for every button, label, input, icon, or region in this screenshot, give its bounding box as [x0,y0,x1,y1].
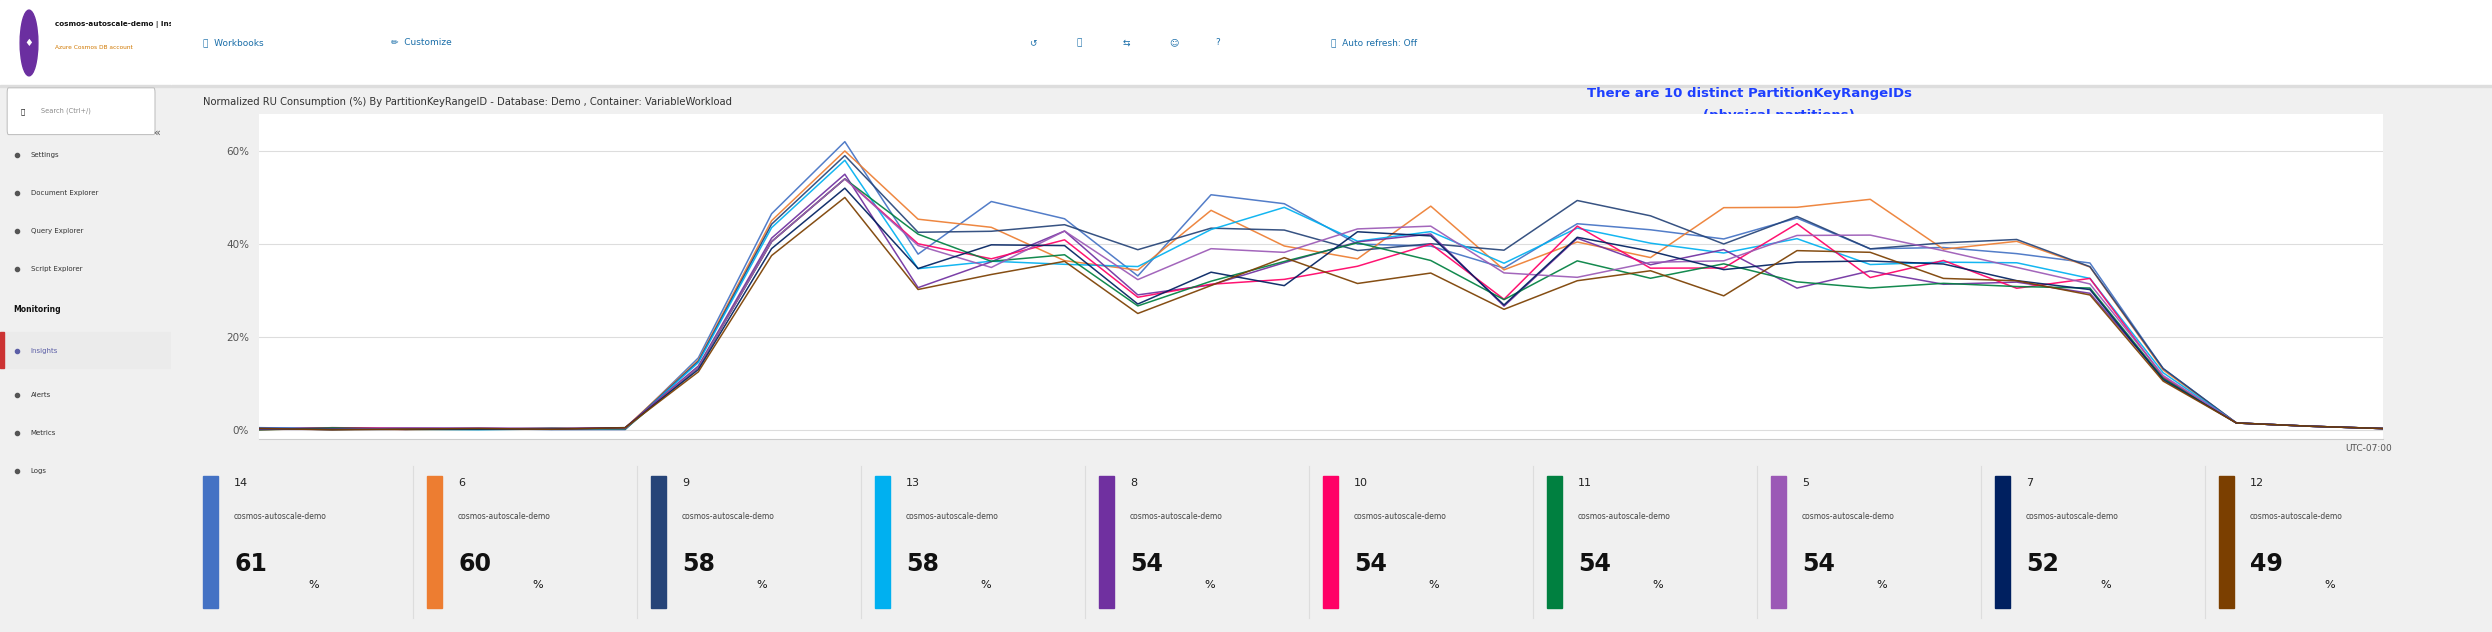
Text: Document Explorer: Document Explorer [30,190,97,196]
Text: 58: 58 [683,552,715,576]
Text: 14: 14 [234,478,249,488]
Text: %: % [755,580,768,590]
Text: UTC-07:00: UTC-07:00 [2345,444,2392,453]
Text: %: % [1204,580,1214,590]
Text: 61: 61 [234,552,267,576]
Text: cosmos-autoscale-demo: cosmos-autoscale-demo [2250,512,2342,521]
Bar [0,332,169,368]
Text: ?: ? [1216,39,1221,47]
Text: ✏  Customize: ✏ Customize [391,39,451,47]
Bar [0,332,5,368]
Bar [169,85,2492,87]
Bar [2218,476,2235,609]
Text: cosmos-autoscale-demo: cosmos-autoscale-demo [234,512,326,521]
Text: cosmos-autoscale-demo: cosmos-autoscale-demo [459,512,551,521]
Text: Metrics: Metrics [30,430,57,436]
Bar [202,476,219,609]
Bar [1994,476,2011,609]
Bar [1099,476,1114,609]
Text: 54: 54 [1353,552,1388,576]
Text: 🔔: 🔔 [1077,39,1082,47]
Text: Normalized RU Consumption (%) By PartitionKeyRangeID - Database: Demo , Containe: Normalized RU Consumption (%) By Partiti… [204,97,733,107]
Bar [0,85,169,87]
FancyBboxPatch shape [7,88,155,135]
Bar [1772,476,1787,609]
Bar [0,0,169,85]
Bar [1548,476,1562,609]
Bar [169,0,2492,85]
Text: ♦: ♦ [25,38,32,48]
Text: Azure Cosmos DB account: Azure Cosmos DB account [55,45,132,50]
Text: ⏱  Auto refresh: Off: ⏱ Auto refresh: Off [1331,39,1418,47]
Text: %: % [309,580,319,590]
Text: 12: 12 [2250,478,2265,488]
Text: Alerts: Alerts [30,392,50,398]
Text: cosmos-autoscale-demo: cosmos-autoscale-demo [907,512,999,521]
Text: Logs: Logs [30,468,47,474]
Text: Query Explorer: Query Explorer [30,228,82,234]
Text: 📒  Workbooks: 📒 Workbooks [204,39,264,47]
Text: 13: 13 [907,478,920,488]
Text: ☺: ☺ [1169,39,1179,47]
Text: cosmos-autoscale-demo: cosmos-autoscale-demo [2026,512,2118,521]
Text: (physical partitions): (physical partitions) [1702,109,1854,121]
Text: %: % [2325,580,2335,590]
Text: cosmos-autoscale-demo | Insights: cosmos-autoscale-demo | Insights [55,20,194,28]
Text: 60: 60 [459,552,491,576]
Text: Monitoring: Monitoring [12,305,62,314]
Text: 52: 52 [2026,552,2058,576]
Text: 11: 11 [1577,478,1592,488]
Text: %: % [531,580,543,590]
Circle shape [20,10,37,76]
Text: cosmos-autoscale-demo: cosmos-autoscale-demo [683,512,775,521]
Text: Search (Ctrl+/): Search (Ctrl+/) [40,108,90,114]
Text: 7: 7 [2026,478,2033,488]
Text: 6: 6 [459,478,466,488]
Text: ⇆: ⇆ [1121,39,1129,47]
Text: %: % [1876,580,1886,590]
Text: «: « [155,128,159,138]
Text: 9: 9 [683,478,690,488]
Text: 49: 49 [2250,552,2283,576]
Text: Settings: Settings [30,152,60,158]
Text: cosmos-autoscale-demo: cosmos-autoscale-demo [1577,512,1672,521]
Text: 10: 10 [1353,478,1368,488]
Bar [650,476,665,609]
Text: 54: 54 [1129,552,1164,576]
Text: 8: 8 [1129,478,1136,488]
Text: Insights: Insights [30,348,57,354]
Text: cosmos-autoscale-demo: cosmos-autoscale-demo [1802,512,1894,521]
Text: 54: 54 [1802,552,1834,576]
Text: 5: 5 [1802,478,1809,488]
Text: cosmos-autoscale-demo: cosmos-autoscale-demo [1129,512,1224,521]
Text: 54: 54 [1577,552,1610,576]
Text: Script Explorer: Script Explorer [30,265,82,272]
Text: %: % [1428,580,1438,590]
Text: %: % [1652,580,1662,590]
Text: 58: 58 [907,552,939,576]
Bar [875,476,890,609]
Bar [1323,476,1338,609]
Text: cosmos-autoscale-demo: cosmos-autoscale-demo [1353,512,1448,521]
Text: ↺: ↺ [1029,39,1037,47]
Text: %: % [979,580,992,590]
Text: There are 10 distinct PartitionKeyRangeIDs: There are 10 distinct PartitionKeyRangeI… [1587,87,1911,100]
Text: 🔍: 🔍 [20,108,25,114]
Text: %: % [2101,580,2111,590]
Bar [426,476,444,609]
